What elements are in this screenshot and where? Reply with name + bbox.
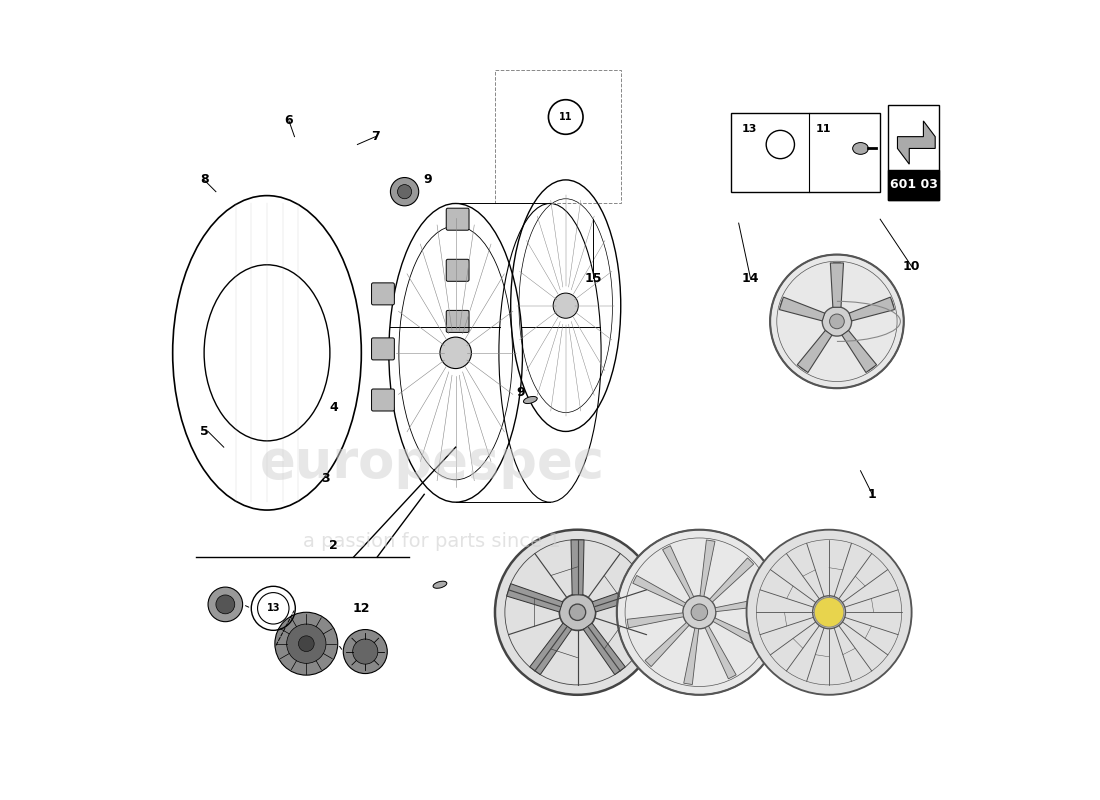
Polygon shape — [800, 332, 829, 371]
Polygon shape — [898, 121, 935, 164]
Circle shape — [553, 293, 579, 318]
Circle shape — [570, 604, 585, 621]
Text: 1: 1 — [868, 488, 877, 501]
Polygon shape — [710, 558, 754, 602]
Circle shape — [397, 185, 411, 198]
Polygon shape — [705, 626, 736, 679]
Polygon shape — [798, 330, 832, 373]
Text: 5: 5 — [200, 425, 209, 438]
Polygon shape — [715, 597, 772, 612]
Polygon shape — [593, 584, 648, 612]
Polygon shape — [662, 546, 694, 598]
Text: 15: 15 — [584, 272, 602, 285]
Text: 6: 6 — [285, 114, 294, 127]
Circle shape — [829, 314, 845, 329]
FancyBboxPatch shape — [447, 208, 469, 230]
Polygon shape — [530, 623, 572, 674]
Text: 9: 9 — [424, 174, 432, 186]
FancyBboxPatch shape — [372, 338, 395, 360]
Polygon shape — [779, 297, 825, 321]
Text: 3: 3 — [321, 472, 330, 485]
Text: a passion for parts since 1: a passion for parts since 1 — [304, 532, 561, 551]
Circle shape — [617, 530, 782, 694]
Circle shape — [813, 596, 846, 629]
Circle shape — [208, 587, 243, 622]
Circle shape — [747, 530, 912, 694]
Circle shape — [495, 530, 660, 694]
Circle shape — [560, 594, 596, 630]
Polygon shape — [830, 263, 844, 307]
Circle shape — [691, 604, 707, 621]
Polygon shape — [834, 262, 840, 306]
Polygon shape — [684, 628, 699, 685]
Text: 8: 8 — [200, 174, 208, 186]
Bar — [730, 113, 880, 192]
Circle shape — [822, 306, 851, 336]
Polygon shape — [645, 622, 690, 666]
Ellipse shape — [852, 142, 868, 154]
Text: 14: 14 — [741, 272, 759, 285]
Text: 7: 7 — [371, 130, 380, 143]
Text: 12: 12 — [353, 602, 370, 615]
Polygon shape — [571, 540, 584, 595]
Text: 601 03: 601 03 — [890, 178, 938, 191]
Circle shape — [770, 254, 904, 388]
Text: 9: 9 — [517, 386, 525, 398]
Polygon shape — [627, 613, 683, 628]
FancyBboxPatch shape — [372, 389, 395, 411]
Circle shape — [390, 178, 419, 206]
Text: 11: 11 — [559, 112, 572, 122]
Text: 10: 10 — [903, 260, 921, 273]
Text: 4: 4 — [329, 402, 338, 414]
Circle shape — [216, 595, 234, 614]
FancyBboxPatch shape — [447, 310, 469, 332]
FancyBboxPatch shape — [447, 259, 469, 282]
Circle shape — [298, 636, 315, 651]
Ellipse shape — [524, 397, 537, 403]
FancyBboxPatch shape — [372, 283, 395, 305]
Circle shape — [683, 596, 716, 629]
Bar — [888, 170, 939, 199]
Text: europespec: europespec — [260, 437, 605, 489]
Text: 2: 2 — [329, 539, 338, 552]
Bar — [888, 106, 939, 199]
Text: 13: 13 — [741, 124, 757, 134]
Circle shape — [353, 639, 377, 664]
Circle shape — [822, 605, 836, 620]
Text: 11: 11 — [816, 124, 832, 134]
Polygon shape — [850, 300, 894, 318]
Polygon shape — [844, 332, 875, 371]
Polygon shape — [632, 575, 685, 606]
Polygon shape — [780, 300, 824, 318]
Circle shape — [275, 612, 338, 675]
Polygon shape — [507, 584, 563, 612]
Circle shape — [814, 598, 844, 627]
Polygon shape — [842, 330, 877, 373]
Text: 13: 13 — [266, 603, 280, 614]
Polygon shape — [583, 623, 625, 674]
Circle shape — [287, 624, 326, 663]
Polygon shape — [713, 618, 766, 649]
Polygon shape — [700, 540, 715, 596]
Polygon shape — [849, 297, 894, 321]
Circle shape — [343, 630, 387, 674]
Ellipse shape — [433, 581, 447, 588]
Circle shape — [440, 337, 472, 369]
